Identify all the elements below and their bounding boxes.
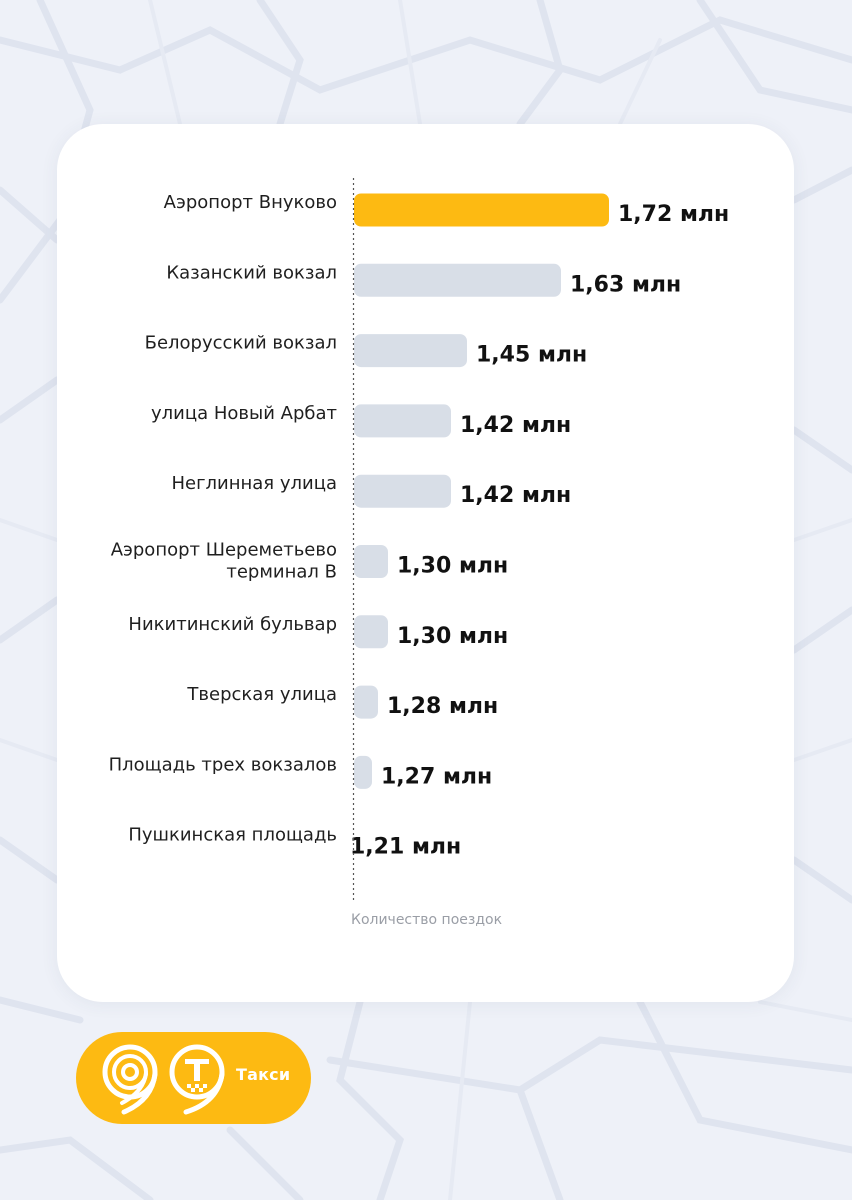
moscow-nine-logo-icon <box>102 1044 158 1115</box>
bar <box>354 755 372 789</box>
bar <box>354 404 451 438</box>
category-label: Никитинский бульвар <box>128 614 337 635</box>
value-label: 1,63 млн <box>570 272 681 297</box>
value-label: 1,30 млн <box>397 624 508 649</box>
bar <box>354 334 467 368</box>
category-label: Площадь трех вокзалов <box>109 754 337 775</box>
brand-name: Такси <box>236 1065 291 1084</box>
value-label: 1,28 млн <box>387 694 498 719</box>
category-label: Аэропорт Шереметьево терминал В <box>111 540 337 583</box>
category-label: Неглинная улица <box>171 473 337 494</box>
bar <box>354 193 609 227</box>
brand-badge: Такси <box>76 1032 311 1124</box>
category-label: Тверская улица <box>186 684 337 705</box>
value-label: 1,21 млн <box>350 835 461 860</box>
bar <box>354 474 451 508</box>
category-label: Пушкинская площадь <box>128 825 337 846</box>
taxi-pin-logo-icon <box>169 1044 225 1115</box>
category-label: Белорусский вокзал <box>145 333 337 354</box>
value-label: 1,72 млн <box>618 202 729 227</box>
bar <box>354 615 388 649</box>
category-label: улица Новый Арбат <box>151 403 337 424</box>
bar <box>354 685 378 719</box>
category-label: Казанский вокзал <box>166 262 337 283</box>
bar <box>354 263 561 297</box>
bar <box>354 545 388 578</box>
value-label: 1,30 млн <box>397 554 508 579</box>
value-label: 1,45 млн <box>476 343 587 368</box>
category-label: Аэропорт Внуково <box>164 192 337 213</box>
value-label: 1,27 млн <box>381 764 492 789</box>
value-label: 1,42 млн <box>460 413 571 438</box>
x-axis-label: Количество поездок <box>351 912 502 928</box>
value-label: 1,42 млн <box>460 483 571 508</box>
